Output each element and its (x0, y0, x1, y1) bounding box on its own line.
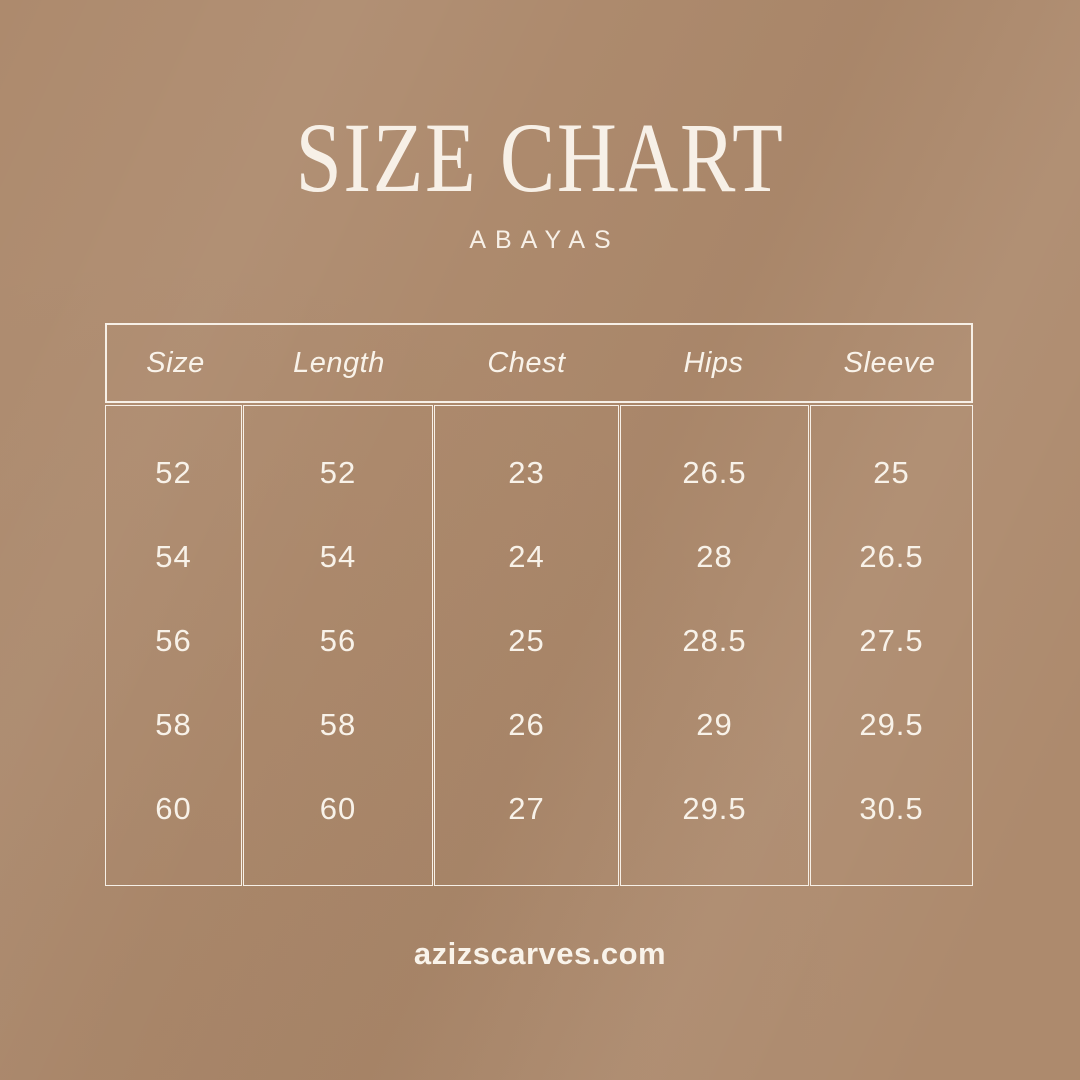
table-body: 52 54 56 58 60 52 54 56 58 60 23 24 25 2… (105, 405, 973, 886)
size-table: Size Length Chest Hips Sleeve 52 54 56 5… (105, 323, 973, 886)
table-column-sleeve: 25 26.5 27.5 29.5 30.5 (810, 405, 973, 886)
table-cell: 24 (508, 539, 545, 574)
table-cell: 26.5 (859, 539, 924, 574)
table-cell: 27.5 (859, 623, 924, 658)
table-cell: 52 (319, 455, 357, 490)
table-cell: 28 (696, 539, 733, 574)
table-cell: 56 (155, 623, 192, 658)
footer-website: azizscarves.com (413, 936, 667, 971)
table-cell: 58 (155, 707, 192, 742)
table-cell: 54 (319, 539, 357, 574)
table-column-length: 52 54 56 58 60 (243, 405, 433, 886)
page-title: SIZE CHART (295, 102, 785, 213)
column-header-length: Length (293, 346, 385, 379)
table-cell: 30.5 (859, 791, 924, 826)
table-column-size: 52 54 56 58 60 (105, 405, 242, 886)
column-header-hips: Hips (683, 346, 744, 379)
column-header-sleeve: Sleeve (843, 346, 936, 379)
table-cell: 25 (508, 623, 545, 658)
table-cell: 26 (508, 707, 545, 742)
table-cell: 54 (155, 539, 192, 574)
table-cell: 56 (319, 623, 357, 658)
page-subtitle: ABAYAS (469, 226, 620, 254)
table-cell: 26.5 (682, 455, 747, 490)
column-header-chest: Chest (487, 346, 566, 379)
table-column-chest: 23 24 25 26 27 (434, 405, 619, 886)
table-cell: 28.5 (682, 623, 747, 658)
column-header-size: Size (146, 346, 205, 379)
table-cell: 23 (508, 455, 545, 490)
table-cell: 25 (873, 455, 910, 490)
table-cell: 29.5 (859, 707, 924, 742)
table-cell: 27 (508, 791, 545, 826)
table-cell: 58 (319, 707, 357, 742)
table-cell: 60 (319, 791, 357, 826)
table-header-row: Size Length Chest Hips Sleeve (105, 323, 973, 403)
table-column-hips: 26.5 28 28.5 29 29.5 (620, 405, 809, 886)
table-cell: 60 (155, 791, 192, 826)
table-cell: 52 (155, 455, 192, 490)
table-cell: 29.5 (682, 791, 747, 826)
table-cell: 29 (696, 707, 733, 742)
